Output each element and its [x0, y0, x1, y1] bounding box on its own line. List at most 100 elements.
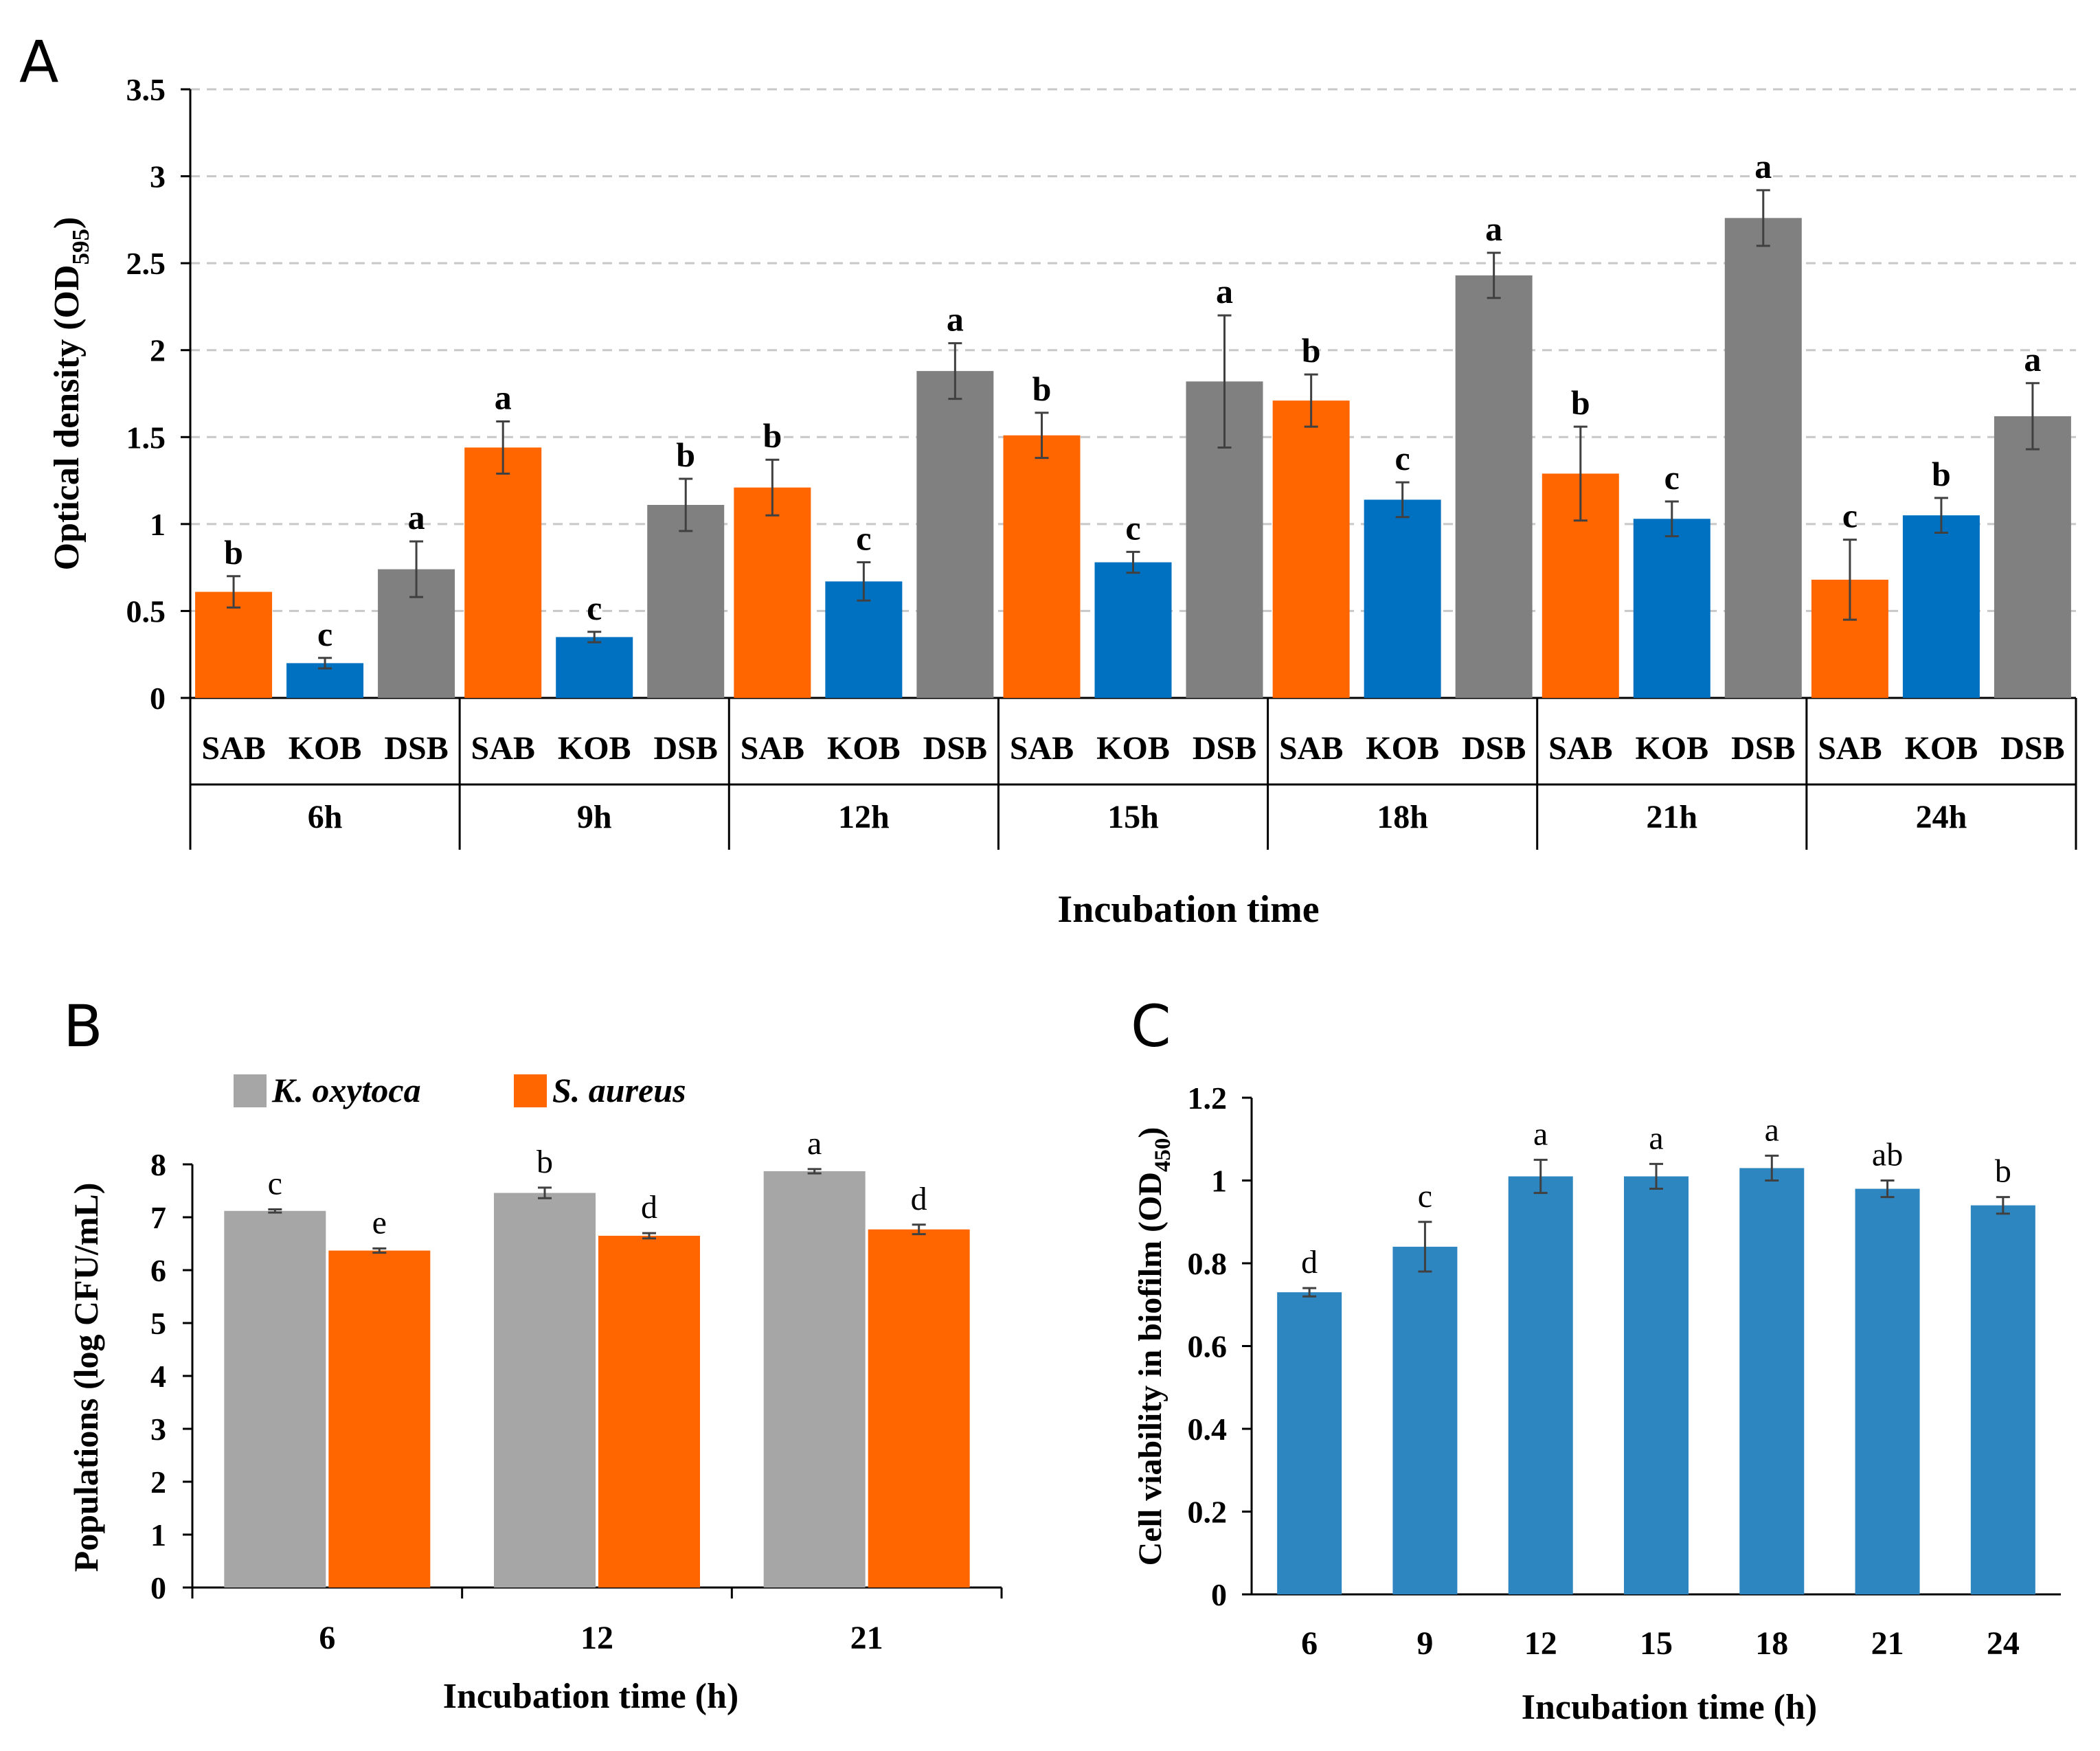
b-ytick-label: 6: [150, 1253, 166, 1288]
a-ytick-label: 0.5: [126, 594, 166, 629]
b-ytick-label: 5: [150, 1306, 166, 1341]
a-significance-letter: a: [408, 498, 425, 536]
a-bar-dsb: [1724, 218, 1802, 699]
b-significance-letter: d: [911, 1181, 927, 1217]
a-ytick-label: 2: [150, 333, 166, 368]
c-significance-letter: a: [1649, 1120, 1663, 1156]
a-ytick-label: 2.5: [126, 246, 166, 281]
a-bar-sab: [1003, 435, 1081, 698]
c-bar: [1624, 1176, 1689, 1594]
c-ytick-label: 0.4: [1188, 1412, 1228, 1447]
c-bar: [1739, 1168, 1805, 1594]
c-ytick-label: 0.2: [1188, 1495, 1228, 1530]
a-significance-letter: b: [1032, 370, 1052, 408]
b-bar-k-oxytoca: [224, 1210, 326, 1588]
b-xtick-label: 21: [850, 1620, 883, 1656]
a-series-label: SAB: [1548, 730, 1612, 767]
c-significance-letter: d: [1301, 1244, 1318, 1280]
c-ytick-label: 0.8: [1188, 1246, 1228, 1281]
a-significance-letter: b: [1302, 331, 1321, 370]
a-significance-letter: c: [856, 519, 871, 558]
a-ytick-label: 3.5: [126, 72, 166, 107]
a-significance-letter: b: [224, 533, 243, 572]
panel-label-c: C: [1131, 993, 1171, 1060]
a-significance-letter: a: [1216, 272, 1233, 310]
a-group-label: 15h: [1107, 799, 1159, 835]
c-significance-letter: ab: [1872, 1137, 1903, 1173]
a-series-label: KOB: [1366, 730, 1439, 767]
a-series-label: KOB: [289, 730, 362, 767]
c-y-axis-title: Cell viability in biofilm (OD450): [1132, 1127, 1175, 1566]
a-significance-letter: c: [1395, 439, 1410, 477]
b-ytick-label: 3: [150, 1412, 166, 1447]
b-xtick-label: 12: [580, 1620, 613, 1656]
b-x-axis-title: Incubation time (h): [443, 1677, 738, 1716]
a-bar-sab: [464, 447, 542, 698]
a-series-label: SAB: [201, 730, 265, 767]
a-series-label: KOB: [1635, 730, 1708, 767]
a-series-label: SAB: [1818, 730, 1882, 767]
a-significance-letter: c: [317, 615, 332, 653]
a-significance-letter: c: [1664, 458, 1680, 497]
a-series-label: SAB: [741, 730, 804, 767]
b-bar-s-aureus: [868, 1229, 970, 1588]
c-xtick-label: 21: [1871, 1625, 1904, 1662]
a-series-label: SAB: [1279, 730, 1343, 767]
a-significance-letter: a: [1485, 210, 1502, 248]
a-bar-sab: [195, 591, 273, 698]
a-significance-letter: b: [1571, 383, 1590, 422]
a-bar-kob: [1094, 562, 1172, 698]
b-ytick-label: 8: [150, 1147, 166, 1182]
c-significance-letter: a: [1765, 1111, 1779, 1148]
b-significance-letter: c: [268, 1165, 282, 1201]
a-bar-dsb: [916, 371, 994, 698]
a-series-label: KOB: [827, 730, 901, 767]
a-significance-letter: a: [1754, 147, 1772, 185]
b-significance-letter: e: [372, 1204, 387, 1241]
panel-label-b: B: [63, 993, 103, 1060]
b-bar-k-oxytoca: [494, 1193, 596, 1588]
a-group-label: 9h: [577, 799, 612, 835]
a-group-label: 21h: [1646, 799, 1697, 835]
c-xtick-label: 24: [1987, 1625, 2020, 1662]
a-bar-dsb: [647, 505, 725, 698]
a-series-label: DSB: [2000, 730, 2064, 767]
a-series-label: KOB: [1096, 730, 1170, 767]
panel-label-a: A: [19, 28, 59, 95]
b-bar-s-aureus: [598, 1235, 700, 1588]
a-bar-kob: [1364, 499, 1441, 698]
a-series-label: DSB: [1462, 730, 1526, 767]
b-y-axis-title: Populations (log CFU/mL): [67, 1183, 105, 1572]
a-group-label: 24h: [1916, 799, 1967, 835]
c-bar: [1508, 1176, 1573, 1594]
a-series-label: DSB: [1731, 730, 1795, 767]
b-bar-k-oxytoca: [763, 1171, 866, 1588]
a-ytick-label: 1.5: [126, 420, 166, 455]
c-x-axis-title: Incubation time (h): [1522, 1688, 1817, 1727]
c-significance-letter: a: [1533, 1116, 1548, 1152]
b-ytick-label: 4: [150, 1359, 166, 1394]
c-bar: [1392, 1246, 1458, 1594]
b-significance-letter: d: [641, 1189, 657, 1225]
c-ytick-label: 0.6: [1188, 1329, 1228, 1364]
a-significance-letter: b: [676, 436, 695, 474]
c-ytick-label: 1: [1211, 1164, 1227, 1199]
a-significance-letter: a: [495, 379, 512, 417]
c-bar: [1855, 1188, 1920, 1594]
a-series-label: SAB: [1010, 730, 1074, 767]
c-bar: [1277, 1292, 1342, 1594]
a-significance-letter: a: [2024, 340, 2041, 379]
b-xtick-label: 6: [319, 1620, 335, 1656]
b-bar-s-aureus: [328, 1250, 431, 1588]
a-bar-kob: [1902, 515, 1980, 698]
a-bar-sab: [1272, 400, 1350, 698]
c-bar: [1970, 1205, 2035, 1594]
a-bar-kob: [1633, 519, 1711, 698]
a-bar-dsb: [1455, 275, 1533, 698]
a-series-label: KOB: [558, 730, 631, 767]
a-group-label: 6h: [308, 799, 343, 835]
a-bar-kob: [556, 637, 633, 698]
a-y-axis-title: Optical density (OD595): [47, 217, 94, 571]
a-ytick-label: 0: [150, 681, 166, 716]
